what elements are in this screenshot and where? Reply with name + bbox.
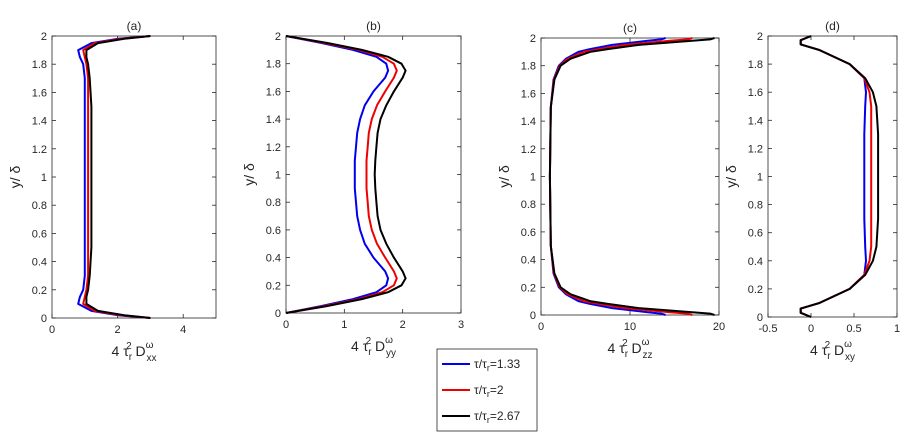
x-tick-label: 1: [894, 323, 900, 335]
panel-d: 00.20.40.60.811.21.41.61.82-0.5 0 0.5 1(d)y…: [723, 19, 900, 363]
y-tick-label: 0: [41, 313, 47, 325]
series-line-s0: [77, 35, 151, 319]
x-tick-label: -0.5: [759, 323, 778, 335]
y-tick-label: 0.6: [521, 227, 536, 239]
x-tick-label: 3: [458, 319, 464, 331]
legend-label-s1: τ/τr=2: [474, 383, 504, 399]
y-tick-label: 0.4: [266, 253, 281, 265]
y-tick-label: 0.6: [266, 225, 281, 237]
series-line-s2: [85, 35, 151, 319]
y-tick-label: 1.2: [266, 142, 281, 154]
x-tick-label: 2: [400, 319, 406, 331]
panel-title: (c): [623, 21, 637, 35]
y-tick-label: 1.4: [521, 116, 536, 128]
y-tick-label: 1: [275, 170, 281, 182]
series-line-s0: [799, 35, 867, 318]
y-tick-label: 0.4: [521, 255, 536, 267]
y-tick-label: 0.8: [521, 199, 536, 211]
x-axis-label: 4 τr2 Dω xy: [810, 339, 855, 363]
series-line-s1: [285, 35, 398, 314]
y-tick-label: 0.8: [266, 197, 281, 209]
y-tick-label: 0: [530, 310, 536, 322]
y-tick-label: 1.6: [748, 87, 763, 99]
y-tick-label: 1.6: [266, 86, 281, 98]
x-axis-label: 4 τr2 Dω xx: [112, 340, 157, 364]
y-tick-label: 1.4: [748, 115, 763, 127]
y-tick-label: 0.2: [521, 282, 536, 294]
y-tick-label: 0.8: [748, 200, 763, 212]
panel-c: 00.20.40.60.811.21.41.61.820 10 20(c)y/ δ4…: [496, 21, 725, 361]
y-tick-label: 0.8: [32, 200, 47, 212]
y-tick-label: 1.6: [521, 88, 536, 100]
y-axis-label: y/ δ: [241, 163, 257, 186]
plot-frame: [540, 37, 720, 316]
y-tick-label: 1.2: [32, 144, 47, 156]
x-tick-label: 20: [713, 321, 725, 333]
panel-a: 0 0.2 0.4 0.6 0.8 1 1.2 1.4 1.6 1.8 2 0 2 4 (a) y/ δ 4 τ…: [7, 19, 217, 364]
series-line-s2: [799, 35, 880, 318]
y-tick-label: 0.6: [32, 228, 47, 240]
x-tick-label: 0: [49, 324, 55, 336]
y-tick-label: 1.8: [32, 59, 47, 71]
panel-title: (b): [366, 19, 381, 33]
y-tick-label: 1.4: [32, 116, 47, 128]
series-line-s2: [548, 37, 715, 316]
y-tick-label: 0: [275, 308, 281, 320]
y-tick-label: 2: [275, 31, 281, 43]
panel-title: (a): [127, 19, 142, 33]
series-line-s1: [799, 35, 873, 318]
y-tick-label: 0.2: [266, 280, 281, 292]
y-axis-label: y/ δ: [7, 166, 23, 189]
x-tick-label: 4: [180, 324, 186, 336]
x-tick-label: 0: [808, 323, 814, 335]
y-tick-label: 1.8: [266, 59, 281, 71]
x-tick-label: 1: [341, 319, 347, 331]
y-tick-label: 1.2: [748, 143, 763, 155]
y-tick-label: 1.6: [32, 87, 47, 99]
y-tick-label: 1.8: [521, 61, 536, 73]
x-tick-label: 0: [538, 321, 544, 333]
series-line-s1: [82, 35, 151, 319]
x-tick-label: 2: [115, 324, 121, 336]
legend-label-s0: τ/τr=1.33: [474, 357, 521, 373]
plot-frame: [285, 35, 462, 314]
y-axis-label: y/ δ: [496, 165, 512, 188]
y-tick-label: 0.2: [748, 284, 763, 296]
y-tick-label: 2: [530, 33, 536, 45]
y-tick-label: 0: [757, 312, 763, 324]
y-tick-label: 0.6: [748, 228, 763, 240]
plot-frame: [51, 35, 217, 319]
x-tick-label: 0.5: [846, 323, 861, 335]
y-tick-label: 2: [757, 31, 763, 43]
x-tick-label: 0: [283, 319, 289, 331]
x-tick-label: 10: [624, 321, 636, 333]
y-tick-label: 0.2: [32, 285, 47, 297]
panel-b: 0 0.2 0.4 0.6 0.8 1 1.2 1.4 1.6 1.8 2 0 1 2 3 (b) y/ δ 4 …: [241, 19, 464, 359]
y-tick-label: 1.8: [748, 59, 763, 71]
y-tick-label: 2: [41, 31, 47, 43]
series-line-s0: [548, 37, 666, 316]
x-axis-label: 4 τr2 Dω zz: [608, 337, 653, 361]
y-tick-label: 0.4: [32, 257, 47, 269]
series-line-s0: [285, 35, 390, 314]
y-tick-label: 1: [41, 172, 47, 184]
y-tick-label: 1.4: [266, 114, 281, 126]
series-line-s1: [548, 37, 693, 316]
y-tick-label: 1: [757, 172, 763, 184]
y-tick-label: 0.4: [748, 256, 763, 268]
panel-title: (d): [825, 19, 840, 33]
x-axis-label: 4 τr2 Dω yy: [351, 335, 396, 359]
y-tick-label: 1: [530, 172, 536, 184]
y-tick-label: 1.2: [521, 144, 536, 156]
legend-label-s2: τ/τr=2.67: [474, 409, 521, 425]
series-line-s2: [285, 35, 407, 314]
y-axis-label: y/ δ: [723, 165, 739, 188]
legend: τ/τr=1.33 τ/τr=2 τ/τr=2.67: [436, 348, 538, 432]
